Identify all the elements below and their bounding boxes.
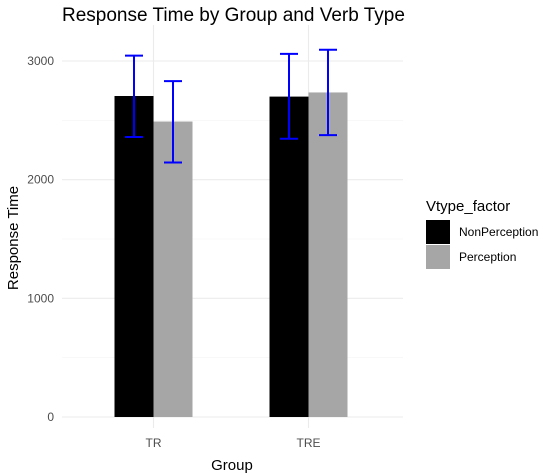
bar-perception-tr — [153, 121, 193, 418]
legend-label: NonPerception — [459, 225, 538, 239]
bar-nonperception-tr — [114, 96, 154, 418]
legend-key-nonperception — [426, 220, 450, 244]
legend-title: Vtype_factor — [426, 198, 510, 215]
x-tick-labels: TR TRE — [146, 436, 321, 450]
x-axis-title: Group — [211, 457, 253, 474]
legend-label: Perception — [459, 250, 516, 264]
y-tick-labels: 0 1000 2000 3000 — [27, 54, 54, 424]
bar-nonperception-tre — [269, 96, 309, 417]
y-tick-label: 3000 — [27, 54, 54, 68]
bar-perception-tre — [308, 92, 348, 418]
y-tick-label: 0 — [47, 410, 54, 424]
y-tick-label: 2000 — [27, 173, 54, 187]
y-tick-label: 1000 — [27, 291, 54, 305]
chart-title: Response Time by Group and Verb Type — [62, 5, 405, 26]
bars — [114, 92, 348, 418]
error-bars — [125, 48, 337, 164]
y-axis-title: Response Time — [5, 186, 22, 290]
x-tick-label: TRE — [297, 436, 321, 450]
legend: Vtype_factor NonPerception Perception — [426, 198, 538, 269]
x-tick-label: TR — [146, 436, 162, 450]
legend-key-perception — [426, 245, 450, 269]
grid — [62, 25, 403, 428]
